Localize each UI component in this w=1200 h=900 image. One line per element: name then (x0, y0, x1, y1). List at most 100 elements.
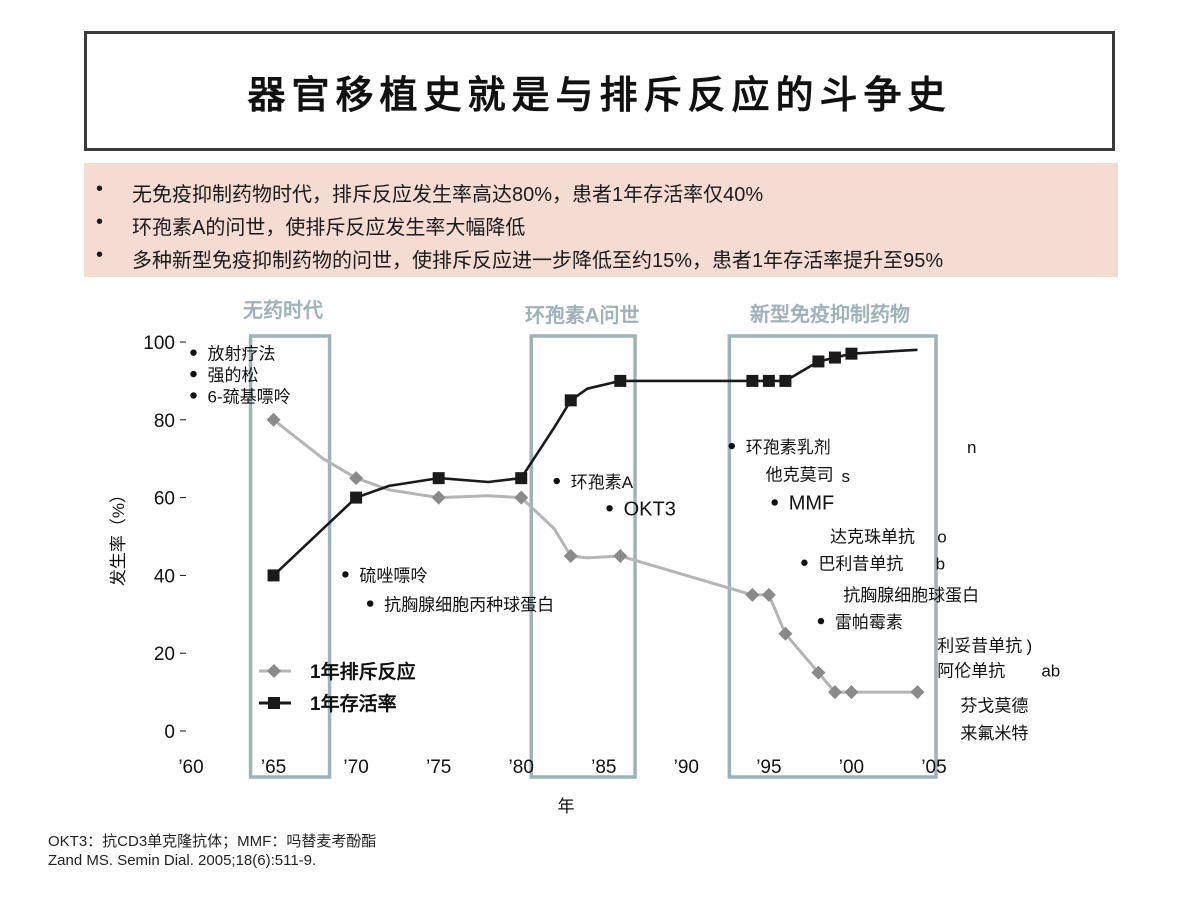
data-point (745, 587, 760, 602)
data-point (762, 374, 775, 387)
era-box (248, 334, 332, 779)
x-tick-label: ’05 (921, 757, 946, 778)
bullet-dot: • (96, 244, 104, 266)
data-point (844, 685, 859, 700)
era-box (727, 334, 938, 779)
data-point (828, 351, 841, 364)
era-box (529, 334, 637, 779)
annotation-label: 巴利昔单抗 (818, 555, 903, 574)
y-tick-label: 20 (154, 644, 175, 665)
annotation-label: 雷帕霉素 (835, 613, 903, 632)
annotation-label: MMF (789, 492, 835, 514)
y-tick-label: 40 (154, 566, 175, 587)
bullet-text: 无免疫抑制药物时代，排斥反应发生率高达80%，患者1年存活率仅40% (132, 184, 764, 206)
data-point (350, 491, 363, 504)
annotation-label: 达克珠单抗 (830, 528, 915, 547)
annotation-dot (190, 349, 197, 356)
data-point (431, 490, 446, 505)
footnote-abbreviations: OKT3：抗CD3单克隆抗体；MMF：吗替麦考酚酯 (48, 833, 377, 850)
annotation-label: ab (1041, 662, 1060, 681)
data-point (514, 490, 529, 505)
annotation-label: 芬戈莫德 (960, 697, 1028, 716)
x-tick-label: ’75 (426, 757, 451, 778)
x-tick-label: ’90 (674, 757, 699, 778)
annotation-dot (366, 600, 374, 607)
annotation-dot (190, 392, 197, 399)
data-point (515, 472, 528, 485)
data-point (613, 548, 628, 563)
x-tick-label: ’00 (839, 757, 864, 778)
y-tick-label: 100 (143, 333, 175, 354)
annotation-label: n (967, 438, 976, 457)
y-tick-label: 80 (154, 411, 175, 432)
bullet-dot: • (96, 178, 104, 200)
annotation-label: 他克莫司 (766, 465, 834, 484)
era-label-new-drugs: 新型免疫抑制药物 (750, 304, 910, 326)
annotation-label: 放射疗法 (208, 345, 276, 364)
y-axis-label: 发生率（%） (109, 486, 128, 586)
data-point (267, 569, 280, 582)
series (266, 347, 925, 700)
annotation-label: 抗胸腺细胞球蛋白 (843, 586, 979, 605)
annotation-label: 环孢素乳剂 (746, 438, 831, 457)
annotation-dot (606, 505, 613, 512)
data-point (778, 626, 793, 641)
era-boxes (248, 334, 938, 779)
annotation-label: 来氟米特 (960, 724, 1028, 743)
y-tick-label: 60 (154, 489, 175, 510)
x-tick-label: ’95 (756, 757, 781, 778)
x-tick-label: ’60 (178, 757, 203, 778)
data-point (564, 394, 577, 407)
x-tick-label: ’85 (591, 757, 616, 778)
footnote-reference: Zand MS. Semin Dial. 2005;18(6):511-9. (48, 852, 317, 869)
axes: 0 20 40 60 80 100 ’60 ’65 ’70 ’75 ’80 ’85 ’90 ’95 ’00 ’… (109, 333, 947, 816)
x-tick-label: ’80 (509, 757, 534, 778)
annotation-label: 阿伦单抗 (937, 662, 1005, 681)
annotation-dot (801, 559, 808, 566)
annotation-label: 6-巯基嘌呤 (208, 387, 291, 406)
legend-marker (267, 664, 281, 678)
data-point (266, 412, 281, 427)
x-tick-label: ’70 (343, 757, 368, 778)
annotation-dot (553, 477, 560, 485)
data-point (432, 472, 445, 485)
annotation-dot (342, 571, 349, 578)
annotation-label: b (936, 555, 945, 574)
annotation-label: 利妥昔单抗 (937, 636, 1022, 655)
data-point (614, 374, 627, 387)
era-label-cyclosporine: 环孢素A问世 (525, 305, 640, 327)
x-tick-label: ’65 (261, 757, 286, 778)
data-point (349, 471, 364, 486)
annotation-label: OKT3 (624, 498, 676, 520)
data-point (746, 374, 759, 387)
data-point (779, 374, 792, 387)
data-point (811, 665, 826, 680)
annotation-label: 抗胸腺细胞丙种球蛋白 (384, 596, 554, 615)
slide-title: 器官移植史就是与排斥反应的斗争史 (247, 71, 952, 117)
title-box: 器官移植史就是与排斥反应的斗争史 (84, 31, 1115, 151)
data-point (827, 685, 842, 700)
legend-label: 1年存活率 (310, 692, 397, 715)
annotation-dot (190, 370, 197, 378)
series-line (272, 348, 918, 577)
legend-marker (268, 697, 280, 709)
annotation-dot (728, 442, 735, 450)
annotation-label: 硫唑嘌呤 (359, 566, 427, 585)
legend: 1年排斥反应 1年存活率 (259, 660, 416, 715)
data-point (761, 587, 776, 602)
annotation-label: o (937, 528, 946, 547)
x-axis-label: 年 (558, 797, 575, 816)
data-point (812, 355, 825, 368)
data-point (910, 685, 925, 700)
bullet-text: 多种新型免疫抑制药物的问世，使排斥反应进一步降低至约15%，患者1年存活率提升至… (132, 250, 944, 272)
bullet-text: 环孢素A的问世，使排斥反应发生率大幅降低 (132, 217, 526, 239)
bullet-dot: • (96, 211, 104, 233)
annotation-dot (771, 499, 778, 506)
annotation-label: 强的松 (208, 366, 259, 385)
data-point (563, 548, 578, 563)
y-tick-label: 0 (164, 722, 175, 743)
era-label-no-drug: 无药时代 (243, 300, 323, 322)
annotation-label: s (842, 467, 851, 486)
